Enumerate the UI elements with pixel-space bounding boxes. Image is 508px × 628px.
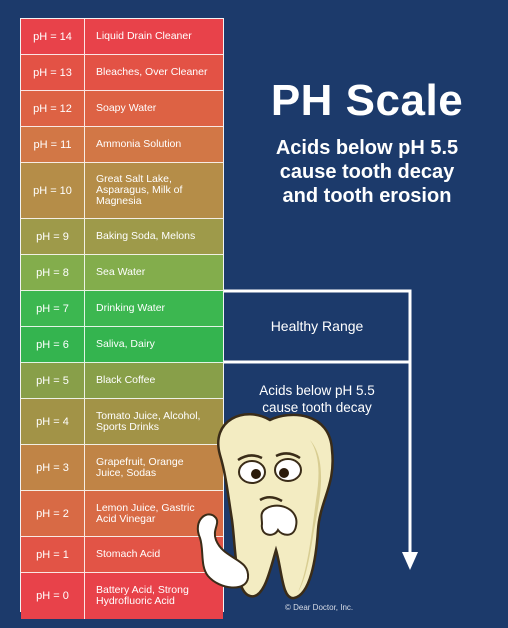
substance-label: Baking Soda, Melons xyxy=(96,230,196,242)
ph-value: pH = 14 xyxy=(21,19,85,54)
tooth-shade xyxy=(298,440,322,592)
scale-row: pH = 13 Bleaches, Over Cleaner xyxy=(21,55,223,91)
ph-value: pH = 10 xyxy=(21,163,85,218)
ph-value: pH = 8 xyxy=(21,255,85,290)
substance-label: Grapefruit, Orange Juice, Sodas xyxy=(96,455,184,479)
scale-row: pH = 5 Black Coffee xyxy=(21,363,223,399)
substance-label: Liquid Drain Cleaner xyxy=(96,30,192,42)
ph-value: pH = 13 xyxy=(21,55,85,90)
scale-row: pH = 0 Battery Acid, Strong Hydrofluoric … xyxy=(21,573,223,619)
substance-label: Battery Acid, Strong Hydrofluoric Acid xyxy=(96,584,189,607)
bracket-line xyxy=(224,289,412,364)
substance-label: Black Coffee xyxy=(96,374,156,386)
scale-row: pH = 7 Drinking Water xyxy=(21,291,223,327)
scale-row: pH = 8 Sea Water xyxy=(21,255,223,291)
substance-label: Tomato Juice, Alcohol, Sports Drinks xyxy=(96,409,201,433)
ph-value: pH = 9 xyxy=(21,219,85,254)
substance-label: Stomach Acid xyxy=(96,548,161,560)
substance-label: Soapy Water xyxy=(96,102,157,114)
ph-value: pH = 1 xyxy=(21,537,85,572)
healthy-range-label: Healthy Range xyxy=(270,318,364,334)
ph-value: pH = 0 xyxy=(21,573,85,619)
ph-value: pH = 6 xyxy=(21,327,85,362)
left-hand xyxy=(197,513,250,589)
scale-row: pH = 1 Stomach Acid xyxy=(21,537,223,573)
substance-label: Sea Water xyxy=(96,266,146,278)
substance-label: Lemon Juice, Gastric Acid Vinegar xyxy=(96,501,195,525)
copyright-credit: © Dear Doctor, Inc. xyxy=(285,603,354,612)
substance-label: Bleaches, Over Cleaner xyxy=(96,66,208,78)
scale-row: pH = 12 Soapy Water xyxy=(21,91,223,127)
decay-arrow-head xyxy=(402,552,418,570)
ph-value: pH = 4 xyxy=(21,399,85,444)
mouth xyxy=(259,496,283,503)
right-hand xyxy=(260,504,298,536)
substance-label: Ammonia Solution xyxy=(96,138,182,150)
substance-label: Saliva, Dairy xyxy=(96,338,155,350)
substance-label: Great Salt Lake, Asparagus, Milk of Magn… xyxy=(96,173,183,207)
ph-scale-table: pH = 14 Liquid Drain Cleaner pH = 13 Bleach… xyxy=(20,18,224,619)
scale-row: pH = 10 Great Salt Lake, Asparagus, Milk … xyxy=(21,163,223,219)
page-subtitle: Acids below pH 5.5 cause tooth decay and… xyxy=(275,137,459,207)
page-title: PH Scale xyxy=(270,76,464,125)
ph-value: pH = 12 xyxy=(21,91,85,126)
scale-row: pH = 3 Grapefruit, Orange Juice, Sodas xyxy=(21,445,223,491)
scale-row: pH = 9 Baking Soda, Melons xyxy=(21,219,223,255)
worried-tooth-illustration xyxy=(197,412,334,600)
ph-value: pH = 3 xyxy=(21,445,85,490)
scale-row: pH = 11 Ammonia Solution xyxy=(21,127,223,163)
ph-value: pH = 5 xyxy=(21,363,85,398)
scale-row: pH = 14 Liquid Drain Cleaner xyxy=(21,19,223,55)
substance-label: Drinking Water xyxy=(96,302,166,314)
scale-row: pH = 2 Lemon Juice, Gastric Acid Vinegar xyxy=(21,491,223,537)
ph-value: pH = 11 xyxy=(21,127,85,162)
scale-row: pH = 6 Saliva, Dairy xyxy=(21,327,223,363)
ph-value: pH = 7 xyxy=(21,291,85,326)
ph-value: pH = 2 xyxy=(21,491,85,536)
decay-label: Acids below pH 5.5 cause tooth decay xyxy=(259,383,375,415)
scale-row: pH = 4 Tomato Juice, Alcohol, Sports Drin… xyxy=(21,399,223,445)
